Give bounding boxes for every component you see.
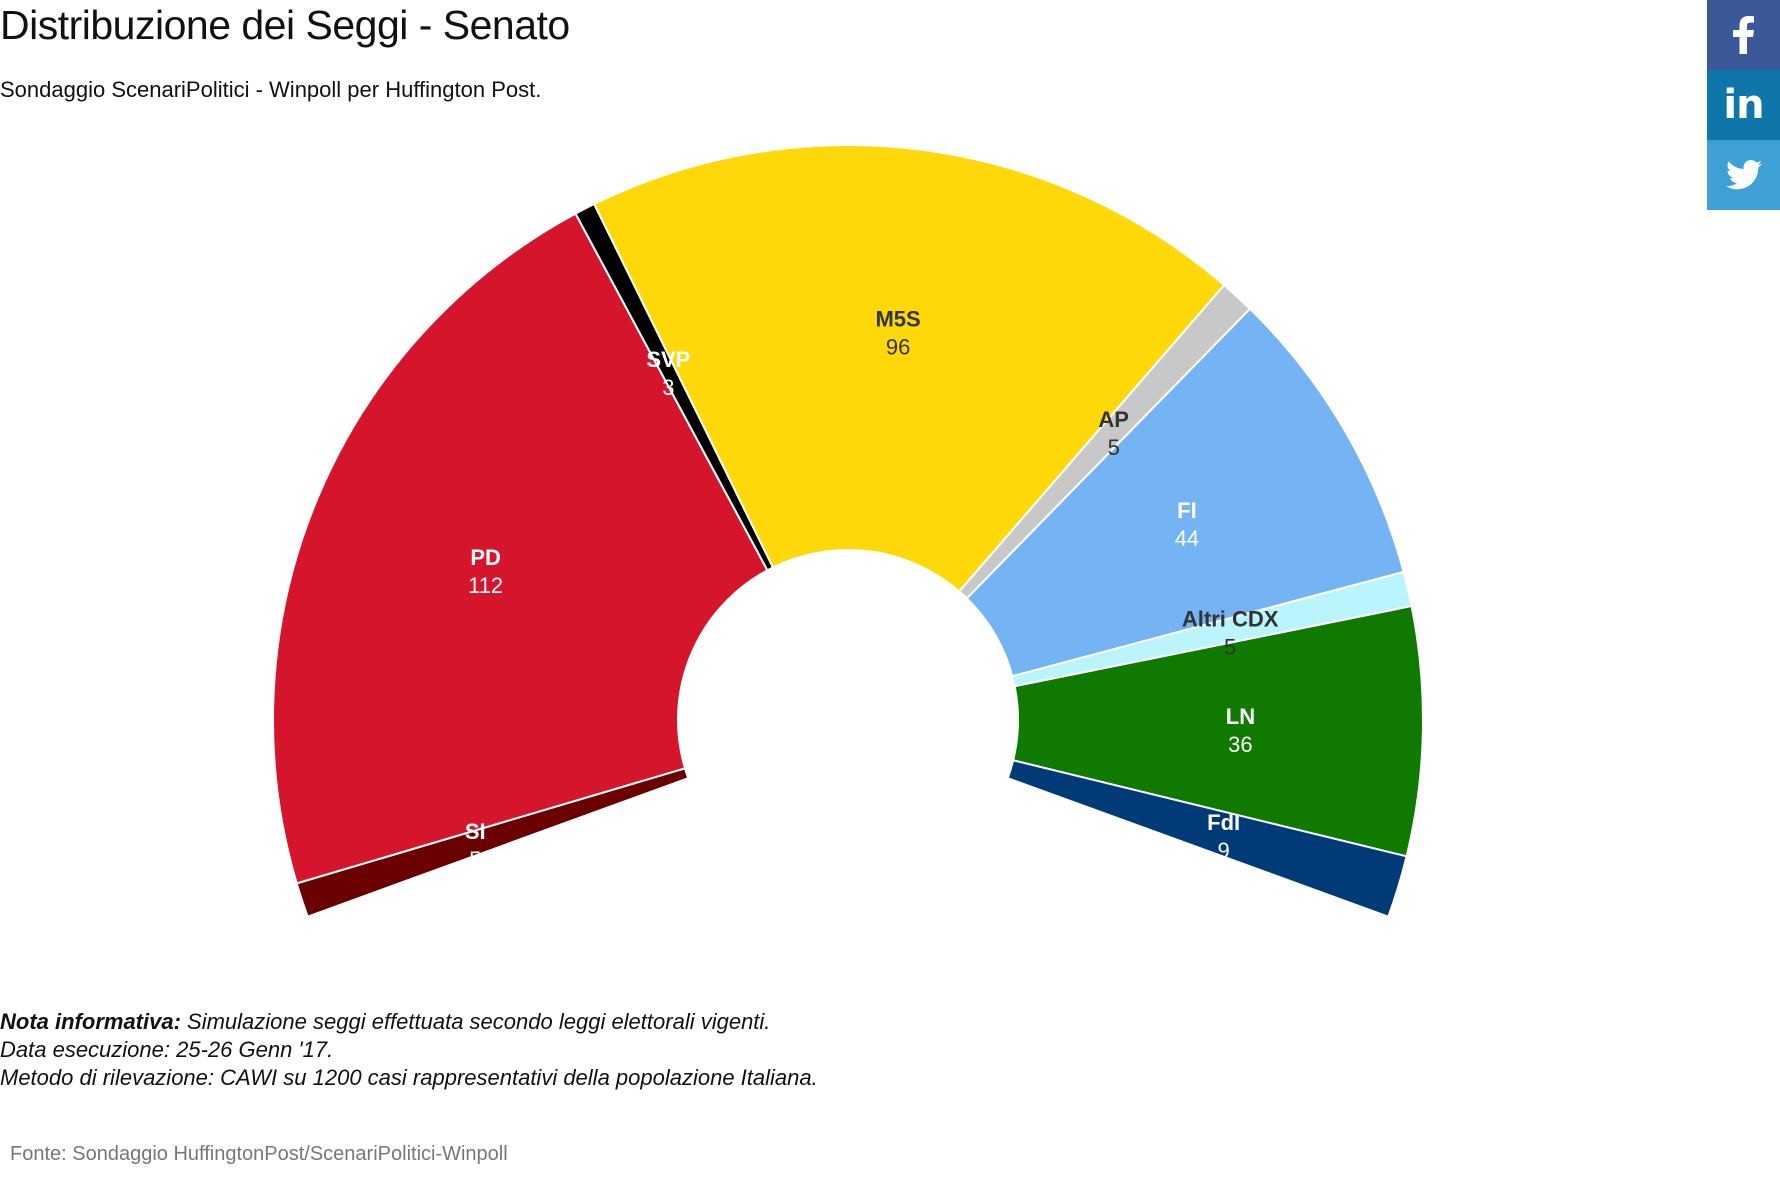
label-altri-cdx: Altri CDX xyxy=(1182,607,1279,632)
chart-labels: SI 5 PD 112 SVP 3 M5S 96 AP 5 FI 44 Altri CDX 5 LN 36 Fd… xyxy=(465,307,1279,872)
source-credit: Fonte: Sondaggio HuffingtonPost/ScenariP… xyxy=(10,1143,508,1165)
label-fi: FI xyxy=(1177,498,1197,523)
label-fdi: FdI xyxy=(1207,810,1240,835)
segment-fi[interactable] xyxy=(965,307,1405,678)
value-fi: 44 xyxy=(1175,526,1199,551)
label-ap: AP xyxy=(1098,407,1129,432)
note-line2: Data esecuzione: 25-26 Genn '17. xyxy=(0,1037,334,1062)
value-fdi: 9 xyxy=(1218,838,1230,863)
facebook-share-button[interactable] xyxy=(1707,0,1780,70)
segment-fdi[interactable] xyxy=(1006,759,1408,918)
facebook-icon xyxy=(1732,16,1754,54)
label-svp: SVP xyxy=(646,347,690,372)
value-m5s: 96 xyxy=(886,335,910,360)
chart-subtitle: Sondaggio ScenariPolitici - Winpoll per … xyxy=(0,77,542,102)
value-ap: 5 xyxy=(1108,435,1120,460)
label-ln: LN xyxy=(1226,704,1255,729)
seat-distribution-chart: SI 5 PD 112 SVP 3 M5S 96 AP 5 FI 44 Altri CDX 5 LN 36 Fd… xyxy=(272,144,1424,918)
value-si: 5 xyxy=(469,847,481,872)
label-pd: PD xyxy=(470,545,501,570)
label-m5s: M5S xyxy=(875,307,920,332)
chart-title: Distribuzione dei Seggi - Senato xyxy=(0,2,570,48)
value-ln: 36 xyxy=(1228,732,1252,757)
linkedin-share-button[interactable]: in xyxy=(1707,70,1780,140)
value-svp: 3 xyxy=(662,375,674,400)
note-line3: Metodo di rilevazione: CAWI su 1200 casi… xyxy=(0,1065,818,1090)
twitter-icon xyxy=(1725,160,1762,190)
info-note: Nota informativa: Simulazione seggi effe… xyxy=(0,1008,818,1092)
label-si: SI xyxy=(465,819,486,844)
note-label: Nota informativa: xyxy=(0,1009,181,1034)
value-altri-cdx: 5 xyxy=(1224,635,1236,660)
chart-segments xyxy=(272,144,1424,918)
segment-pd[interactable] xyxy=(272,212,769,885)
value-pd: 112 xyxy=(468,573,503,598)
segment-ln[interactable] xyxy=(1011,604,1424,858)
linkedin-icon: in xyxy=(1723,82,1764,128)
segment-m5s[interactable] xyxy=(592,144,1226,593)
note-line1: Simulazione seggi effettuata secondo leg… xyxy=(187,1009,771,1034)
twitter-share-button[interactable] xyxy=(1707,140,1780,210)
